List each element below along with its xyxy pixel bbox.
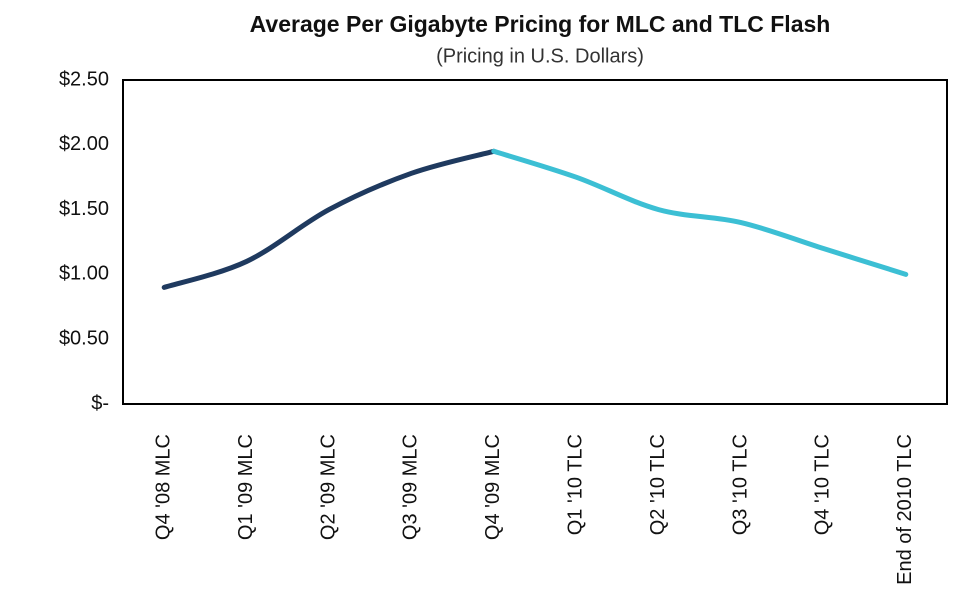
- y-tick-label: $2.00: [59, 133, 109, 155]
- y-tick-label: $1.00: [59, 263, 109, 285]
- x-tick-label: Q4 '08 MLC: [152, 434, 174, 540]
- x-tick-label: Q4 '10 TLC: [812, 434, 834, 535]
- series-line: [491, 148, 909, 277]
- chart-title: Average Per Gigabyte Pricing for MLC and…: [250, 11, 831, 37]
- series-line: [161, 148, 497, 290]
- x-tick-label: End of 2010 TLC: [894, 434, 916, 585]
- x-tick-label: Q1 '10 TLC: [564, 434, 586, 535]
- x-tick-label: Q2 '10 TLC: [647, 434, 669, 535]
- y-tick-label: $-: [91, 392, 109, 414]
- plot-frame: [122, 79, 948, 405]
- x-tick-label: Q2 '09 MLC: [317, 434, 339, 540]
- x-tick-label: Q3 '10 TLC: [729, 434, 751, 535]
- x-tick-label: Q3 '09 MLC: [400, 434, 422, 540]
- x-tick-label: Q4 '09 MLC: [482, 434, 504, 540]
- y-tick-label: $2.50: [59, 68, 109, 90]
- y-tick-label: $1.50: [59, 198, 109, 220]
- x-tick-label: Q1 '09 MLC: [235, 434, 257, 540]
- chart-subtitle: (Pricing in U.S. Dollars): [436, 45, 644, 67]
- y-tick-label: $0.50: [59, 327, 109, 349]
